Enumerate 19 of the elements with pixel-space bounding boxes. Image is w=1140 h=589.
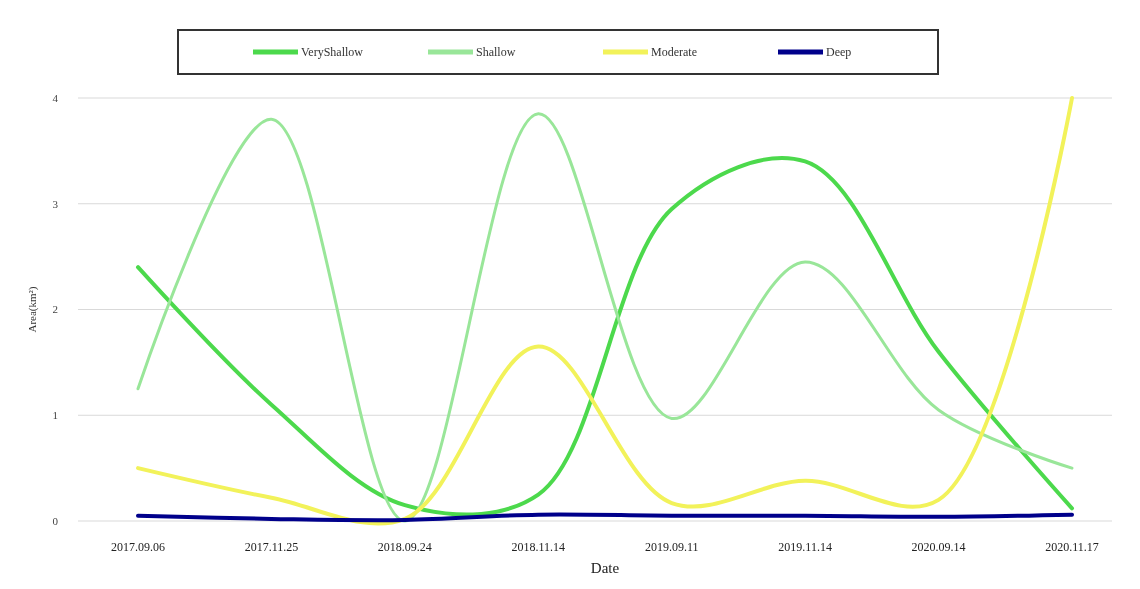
y-tick-label: 1 [52, 409, 58, 422]
legend-label: Deep [826, 45, 852, 60]
legend-label: VeryShallow [301, 45, 364, 60]
y-tick-label: 0 [52, 514, 59, 527]
x-tick-label: 2020.09.14 [911, 540, 966, 554]
y-tick-label: 3 [52, 197, 59, 210]
x-tick-label: 2018.09.24 [377, 540, 432, 554]
x-tick-label: 2018.11.14 [511, 540, 566, 554]
x-tick-label: 2020.11.17 [1045, 540, 1099, 554]
x-tick-label: 2017.09.06 [111, 540, 165, 554]
y-axis-title: Area(km²) [26, 286, 39, 333]
x-tick-label: 2019.11.14 [778, 540, 832, 554]
x-axis-title: Date [590, 560, 620, 576]
x-tick-label: 2017.11.25 [244, 540, 299, 554]
x-tick-label: 2019.09.11 [644, 540, 699, 554]
y-tick-label: 4 [52, 91, 59, 104]
legend-label: Shallow [476, 45, 516, 60]
y-tick-label: 2 [52, 303, 58, 316]
legend-label: Moderate [651, 45, 697, 60]
